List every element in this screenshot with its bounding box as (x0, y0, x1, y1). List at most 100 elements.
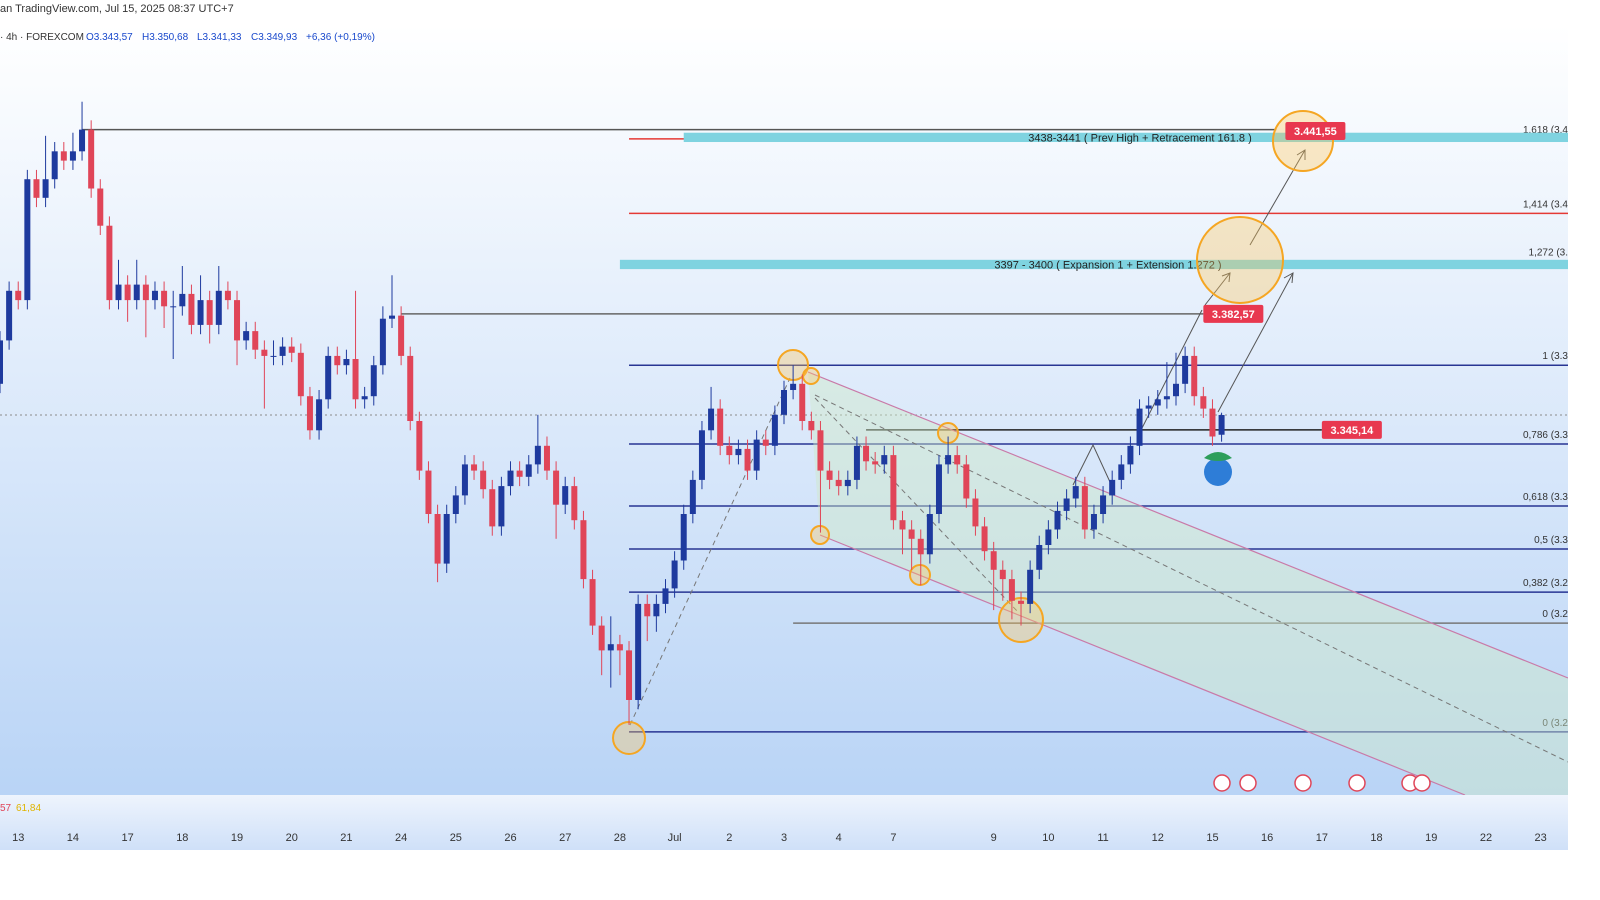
candle-body (389, 315, 395, 319)
x-tick-label: 20 (286, 832, 298, 844)
level-label: 0,618 (3.3 (1523, 492, 1568, 503)
x-tick-label: 15 (1206, 832, 1218, 844)
level-label: 1,618 (3.4 (1523, 125, 1568, 136)
candle-body (1218, 415, 1225, 435)
candle-body (1136, 408, 1143, 446)
x-tick-label: 3 (781, 832, 787, 844)
circle-small (802, 367, 820, 385)
level-label: 0,382 (3.2 (1523, 578, 1568, 589)
x-tick-label: 21 (340, 832, 352, 844)
candle-body (288, 346, 295, 353)
candle-body (443, 513, 450, 564)
level-label: 1,272 (3. (1529, 247, 1568, 258)
level-label: 0,786 (3.3 (1523, 430, 1568, 441)
candle-body (1127, 445, 1134, 465)
candle-body (1173, 383, 1179, 397)
wave-bc (814, 397, 1019, 613)
trend-line (1139, 309, 1203, 433)
price-tag (1203, 304, 1264, 323)
event-icon (1239, 774, 1257, 792)
header-symbol: · 4h · FOREXCOM (0, 32, 84, 43)
candle-body (626, 650, 633, 700)
candle-body (407, 355, 414, 422)
x-tick-label: 28 (614, 832, 626, 844)
candle-body (790, 383, 797, 391)
candle-body (808, 421, 815, 431)
candle-body (607, 644, 614, 651)
x-tick-label: 26 (504, 832, 516, 844)
candle-body (188, 293, 195, 325)
candle-body (753, 439, 760, 471)
level-label: 0 (3.2 (1542, 609, 1568, 620)
event-icon (1213, 774, 1231, 792)
candle-body (51, 151, 58, 180)
candle-body (635, 603, 642, 700)
candle-body (471, 464, 478, 471)
channel-top (807, 371, 1568, 679)
buy-icon-leaf (1204, 452, 1232, 461)
candle-body (434, 513, 441, 564)
candle-body (0, 340, 3, 384)
candle-body (954, 455, 961, 465)
candle-body (261, 349, 268, 356)
arrow-path (1217, 272, 1294, 413)
candle-body (598, 625, 605, 651)
candle-body (689, 479, 696, 514)
time-axis-background (0, 795, 1568, 850)
candle-body (24, 179, 31, 301)
candle-body (398, 315, 405, 356)
candle-body (252, 331, 259, 350)
zone-label: 3438-3441 ( Prev High + Retracement 161.… (1028, 132, 1252, 144)
candle-body (1191, 355, 1198, 397)
zone (683, 132, 1568, 143)
candle-body (170, 306, 177, 308)
candle-body (161, 290, 168, 307)
candle-body (771, 414, 778, 446)
channel-bottom (819, 534, 1466, 795)
event-icon (1413, 774, 1431, 792)
candle-body (1118, 464, 1125, 480)
candle-body (799, 383, 806, 422)
circle-small (909, 564, 931, 586)
candle-body (717, 408, 724, 446)
header-low: L3.341,33 (197, 32, 242, 43)
candle-body (935, 464, 942, 514)
candle-body (215, 290, 222, 325)
candle-body (1200, 396, 1207, 409)
candle-body (644, 603, 651, 617)
header-change: +6,36 (+0,19%) (306, 32, 375, 43)
candle-body (1018, 600, 1025, 604)
candle-body (115, 284, 122, 301)
x-tick-label: 4 (836, 832, 842, 844)
x-tick-label: 17 (122, 832, 134, 844)
candle-body (60, 151, 67, 161)
zone-label: 3397 - 3400 ( Expansion 1 + Extension 1.… (994, 259, 1221, 271)
candle-body (97, 188, 104, 226)
candle-body (963, 464, 970, 499)
candle-body (1027, 569, 1034, 604)
x-tick-label: 11 (1097, 832, 1108, 844)
candle-body (981, 526, 988, 552)
candle-body (990, 551, 997, 570)
x-tick-label: 23 (1535, 832, 1547, 844)
event-icon (1294, 774, 1312, 792)
x-tick-label: 24 (395, 832, 407, 844)
candle-body (325, 355, 332, 400)
circle-d (1196, 216, 1284, 304)
candle-body (844, 479, 851, 487)
candle-body (361, 396, 368, 400)
candle-body (1145, 405, 1152, 409)
candle-body (243, 331, 250, 341)
candle-body (1100, 495, 1107, 514)
candle-body (88, 129, 95, 189)
candle-body (1109, 479, 1116, 496)
x-tick-label: 13 (12, 832, 24, 844)
candle-body (179, 293, 186, 307)
x-tick-label: 7 (890, 832, 896, 844)
event-icon (1348, 774, 1366, 792)
candle-body (370, 365, 377, 397)
x-tick-label: 19 (1425, 832, 1437, 844)
channel-fill (808, 372, 1568, 795)
candle-body (972, 498, 979, 527)
x-tick-label: 25 (450, 832, 462, 844)
